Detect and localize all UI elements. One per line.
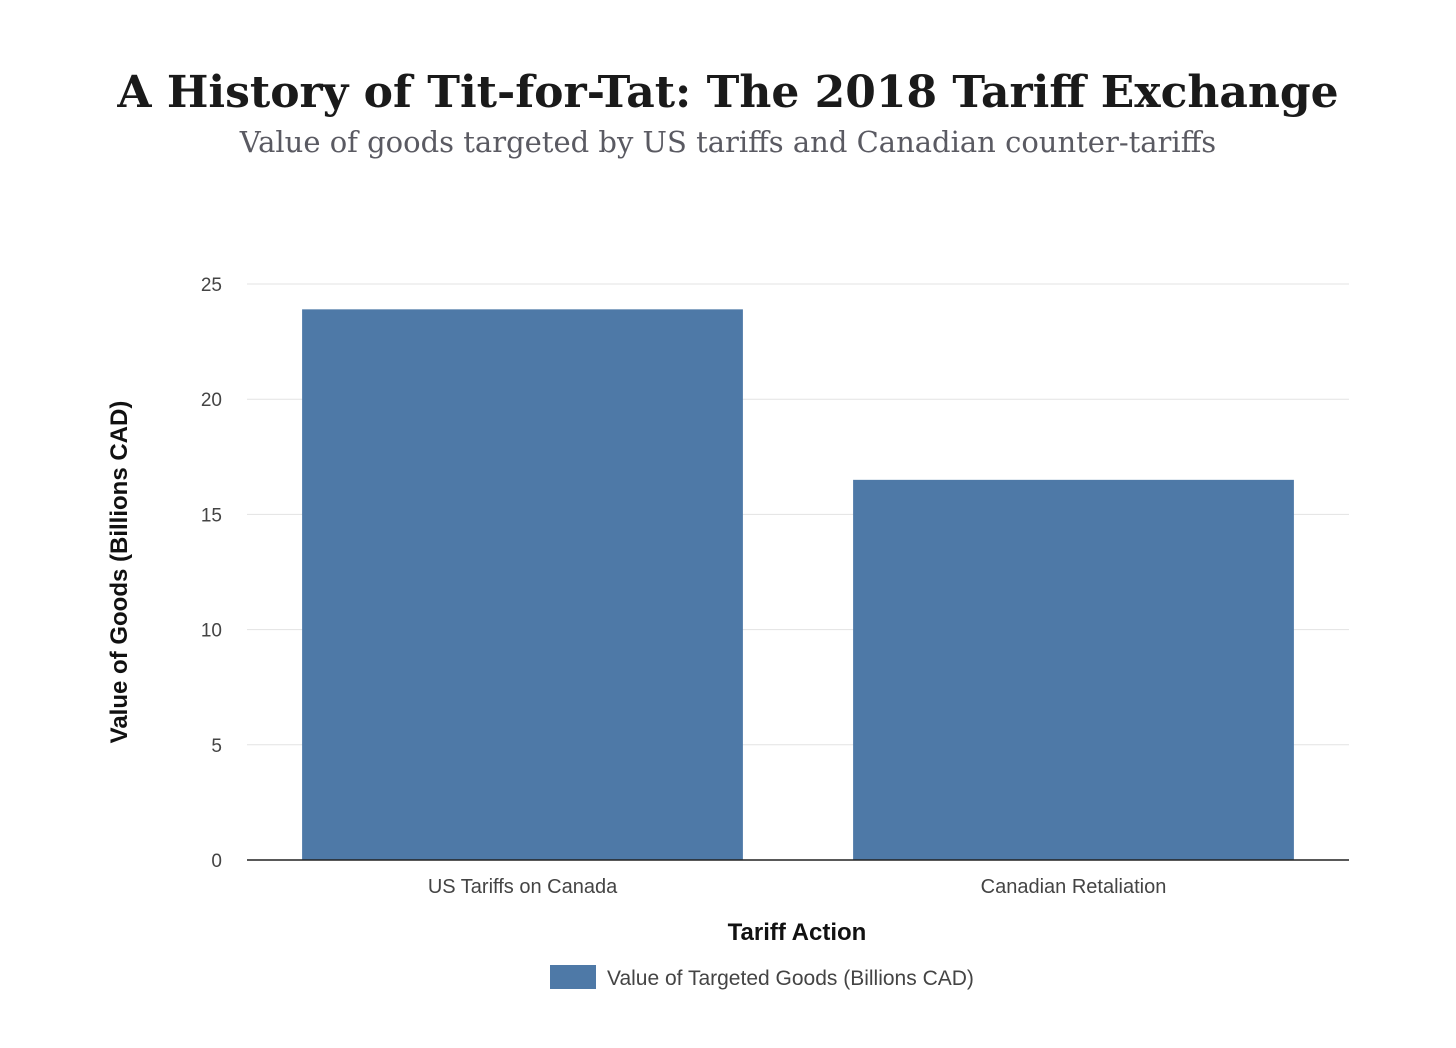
legend-swatch — [550, 965, 596, 989]
y-tick-label: 0 — [211, 851, 222, 872]
legend: Value of Targeted Goods (Billions CAD) — [550, 965, 974, 990]
x-axis-categories: US Tariffs on Canada Canadian Retaliation — [428, 876, 1167, 898]
x-axis-title: Tariff Action — [728, 919, 867, 946]
y-tick-label: 5 — [211, 736, 222, 757]
bars — [302, 309, 1294, 860]
bar-2 — [853, 479, 1294, 860]
x-category-label: Canadian Retaliation — [981, 876, 1167, 898]
chart-title: A History of Tit-for-Tat: The 2018 Tarif… — [116, 67, 1338, 118]
x-category-label: US Tariffs on Canada — [428, 876, 618, 898]
y-axis-ticks: 0 5 10 15 20 25 — [201, 275, 222, 872]
bar-1 — [302, 309, 743, 860]
y-tick-label: 20 — [201, 390, 222, 411]
y-tick-label: 25 — [201, 275, 222, 296]
y-axis-title: Value of Goods (Billions CAD) — [106, 401, 133, 744]
y-tick-label: 10 — [201, 621, 222, 642]
chart-subtitle: Value of goods targeted by US tariffs an… — [239, 125, 1216, 159]
y-tick-label: 15 — [201, 505, 222, 526]
legend-label: Value of Targeted Goods (Billions CAD) — [607, 967, 974, 990]
